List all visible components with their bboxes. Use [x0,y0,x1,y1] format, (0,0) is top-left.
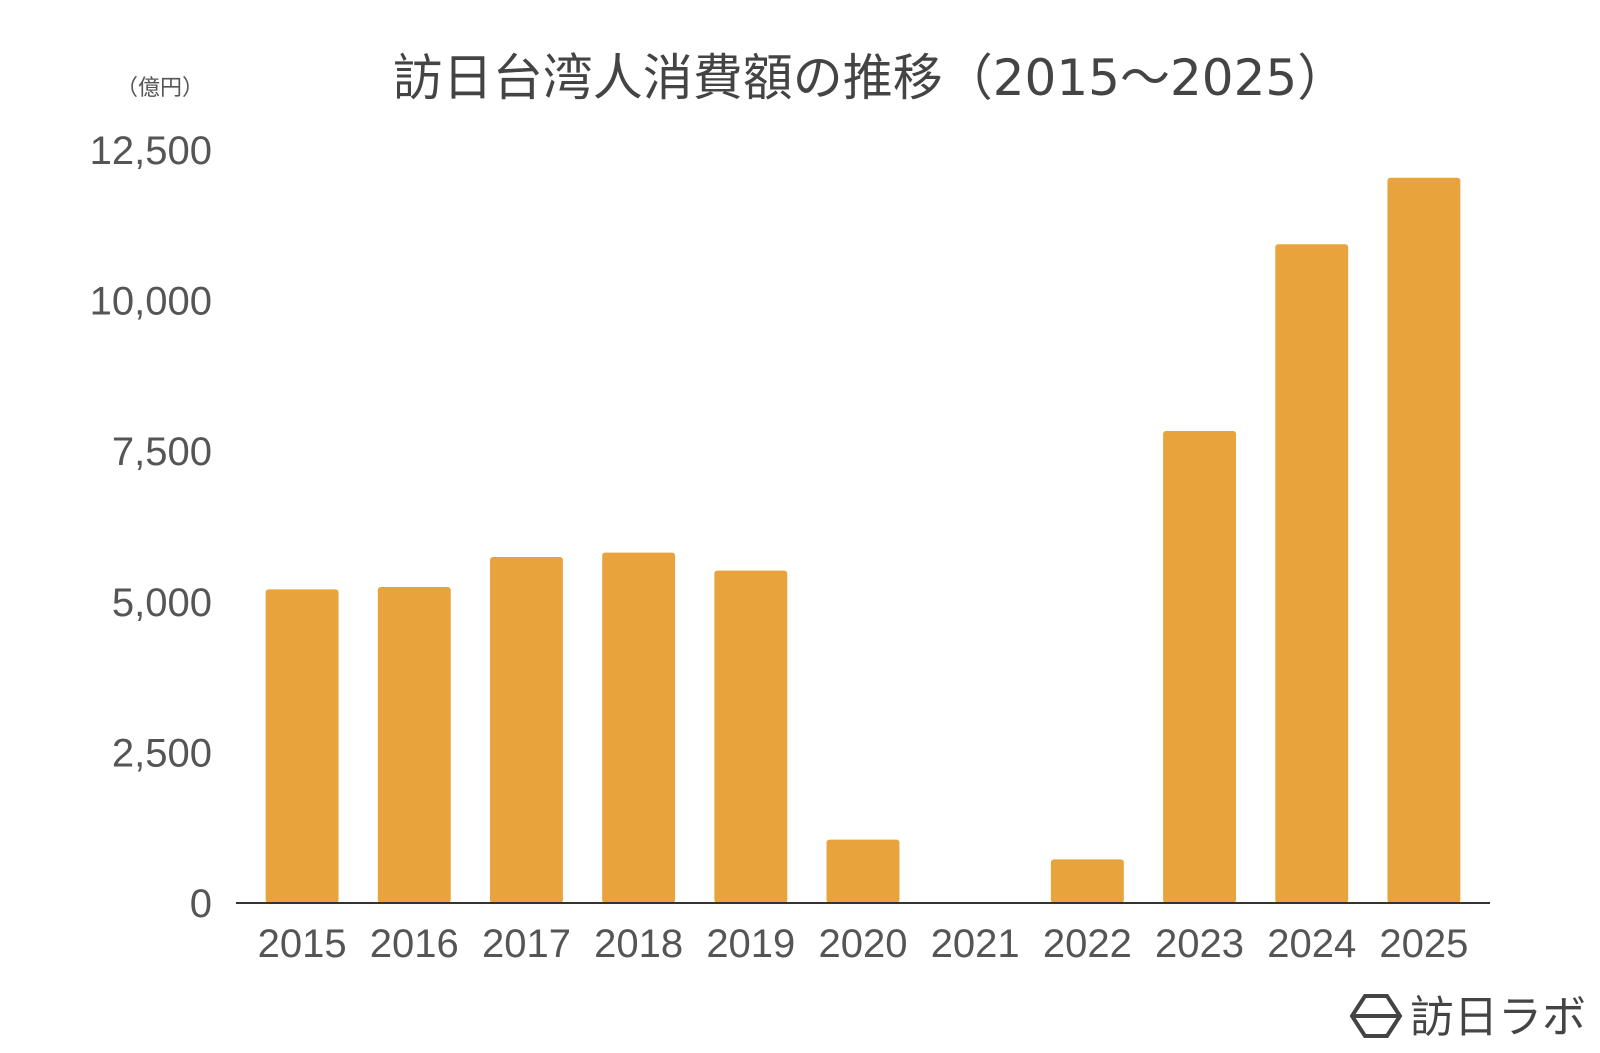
y-tick-label: 2,500 [112,731,212,775]
chart-title: 訪日台湾人消費額の推移（2015～2025） [393,49,1348,107]
x-tick-label: 2019 [706,922,795,966]
y-tick-label: 5,000 [112,581,212,625]
y-tick-label: 0 [190,882,212,926]
bar-2020 [826,839,900,903]
bar-2015 [265,589,339,903]
y-tick-label: 12,500 [90,129,212,173]
x-tick-label: 2023 [1155,922,1244,966]
y-axis-ticks: 0 2,500 5,000 7,500 10,000 12,500 [90,129,212,926]
logo-text: 訪日ラボ [1410,992,1586,1043]
x-tick-label: 2021 [931,922,1020,966]
x-tick-label: 2015 [258,922,347,966]
bar-2019 [714,570,788,903]
y-tick-label: 7,500 [112,430,212,474]
x-tick-label: 2022 [1043,922,1132,966]
x-tick-label: 2020 [819,922,908,966]
bar-2025 [1387,177,1461,904]
x-axis-ticks: 2015 2016 2017 2018 2019 2020 2021 2022 2023 2024… [258,922,1469,966]
bar-2022 [1050,859,1124,903]
bars [265,177,1461,904]
hexagon-logo-icon [1349,994,1403,1038]
bar-2024 [1275,244,1349,904]
x-tick-label: 2018 [594,922,683,966]
bar-2023 [1163,431,1237,903]
logo: 訪日ラボ [1349,992,1586,1043]
x-tick-label: 2017 [482,922,571,966]
y-axis-unit-label: （億円） [116,76,204,101]
x-tick-label: 2024 [1267,922,1356,966]
x-tick-label: 2016 [370,922,459,966]
bar-2018 [602,552,676,903]
bar-2017 [489,556,563,903]
y-tick-label: 10,000 [90,280,212,324]
bar-2016 [377,587,451,903]
x-tick-label: 2025 [1379,922,1468,966]
